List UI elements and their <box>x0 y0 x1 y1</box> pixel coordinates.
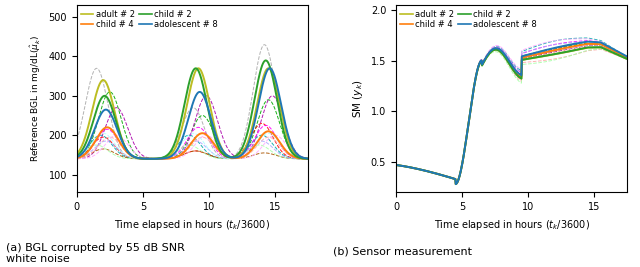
X-axis label: Time elapsed in hours ($t_k$/3600): Time elapsed in hours ($t_k$/3600) <box>434 218 589 231</box>
Text: (a) BGL corrupted by 55 dB SNR
white noise: (a) BGL corrupted by 55 dB SNR white noi… <box>6 243 185 264</box>
Legend: adult # 2, child # 4, child # 2, adolescent # 8: adult # 2, child # 4, child # 2, adolesc… <box>397 6 540 33</box>
Text: (b) Sensor measurement: (b) Sensor measurement <box>333 246 472 256</box>
Legend: adult # 2, child # 4, child # 2, adolescent # 8: adult # 2, child # 4, child # 2, adolesc… <box>77 6 221 33</box>
Y-axis label: Reference BGL in mg/dL($\hat{\mu}_k$): Reference BGL in mg/dL($\hat{\mu}_k$) <box>28 35 43 162</box>
X-axis label: Time elapsed in hours ($t_k$/3600): Time elapsed in hours ($t_k$/3600) <box>115 218 270 231</box>
Y-axis label: SM ($y_k$): SM ($y_k$) <box>351 80 365 118</box>
